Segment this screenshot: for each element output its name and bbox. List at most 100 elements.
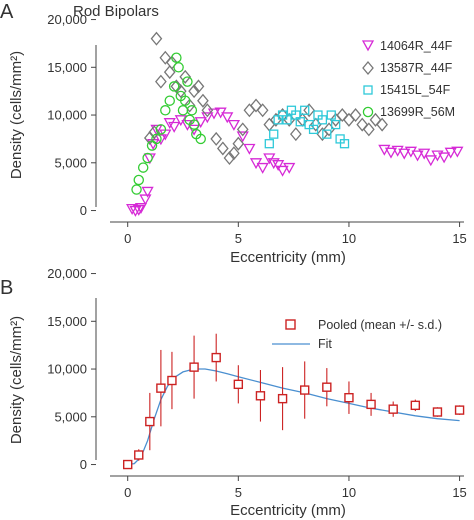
y-tick-label: 10,000 — [47, 108, 87, 123]
data-point — [300, 105, 310, 115]
legend-label: 15415L_54F — [380, 83, 451, 97]
data-point — [369, 112, 382, 127]
data-point — [141, 186, 154, 198]
y-tick-label: 20,000 — [47, 12, 87, 27]
data-point — [243, 103, 256, 118]
legend-label: 14064R_44F — [380, 39, 453, 53]
data-point — [195, 133, 206, 145]
data-point — [182, 76, 193, 87]
data-point — [290, 127, 302, 142]
x-tick-label: 10 — [342, 485, 356, 500]
data-point — [269, 129, 279, 139]
data-point — [432, 407, 443, 417]
data-point — [267, 158, 280, 170]
panel-a-ticks: 0 5 10 15 0 5,000 10,000 15,000 20,000 — [47, 12, 467, 246]
x-tick-label: 10 — [342, 231, 356, 246]
data-point — [154, 134, 167, 146]
panel-b-legend: Pooled (mean +/- s.d.) Fit — [272, 318, 442, 351]
data-point — [207, 108, 221, 120]
data-point — [132, 204, 145, 216]
pooled-point — [156, 349, 166, 427]
square-marker-icon — [363, 85, 373, 95]
data-point — [349, 108, 362, 123]
panel-b-y-axis-label: Density (cells/mm²) — [8, 316, 25, 444]
data-point — [188, 84, 200, 99]
pooled-point — [344, 381, 354, 414]
data-point — [134, 203, 148, 215]
legend-item-13699r-56m: 13699R_56M — [362, 105, 455, 119]
panel-a-legend: 14064R_44F 13587R_44F 15415L_54F 13699R_… — [361, 39, 455, 119]
data-point — [398, 148, 411, 160]
triangle-down-marker-icon — [361, 40, 375, 52]
data-point — [150, 31, 163, 46]
data-point — [171, 52, 182, 63]
data-point — [201, 103, 214, 118]
data-point — [283, 162, 296, 174]
data-point — [137, 162, 149, 173]
panel-a-letter: A — [0, 1, 14, 23]
data-point — [210, 131, 223, 146]
panel-b-x-axis-label: Eccentricity (mm) — [230, 502, 346, 519]
data-point — [126, 203, 139, 215]
data-point — [418, 148, 431, 160]
legend-item-pooled: Pooled (mean +/- s.d.) — [285, 318, 442, 332]
data-point — [322, 382, 332, 392]
data-point — [148, 125, 161, 140]
panel-b-data-points — [122, 333, 465, 470]
data-point — [168, 121, 181, 133]
y-tick-label: 5,000 — [54, 155, 87, 170]
data-point — [134, 450, 144, 460]
data-point — [344, 392, 354, 403]
data-point — [129, 205, 142, 217]
data-point — [388, 404, 398, 414]
square-marker-icon — [285, 319, 296, 330]
fit-curve — [127, 368, 460, 466]
y-tick-label: 10,000 — [47, 362, 87, 377]
data-point — [317, 115, 328, 125]
legend-label: 13699R_56M — [380, 105, 455, 119]
y-tick-label: 15,000 — [47, 314, 87, 329]
data-point — [331, 119, 341, 130]
data-point — [192, 79, 205, 94]
legend-item-15415l-54f: 15415L_54F — [363, 83, 451, 97]
data-point — [122, 459, 133, 470]
data-point — [343, 112, 355, 127]
diamond-marker-icon — [362, 60, 374, 76]
data-point — [444, 147, 457, 159]
pooled-point — [410, 399, 421, 412]
y-tick-label: 0 — [80, 203, 87, 218]
data-point — [363, 122, 375, 137]
panel-b: B Density (cells/mm²) Eccentricity (mm) … — [0, 266, 467, 519]
data-point — [255, 391, 266, 401]
data-point — [150, 124, 163, 136]
data-point — [323, 122, 335, 137]
x-tick-label: 5 — [235, 485, 242, 500]
data-point — [177, 105, 189, 116]
data-point — [155, 124, 167, 135]
data-point — [272, 160, 285, 172]
data-point — [411, 150, 424, 162]
data-point — [167, 375, 177, 386]
data-point — [410, 400, 421, 411]
pooled-point — [145, 392, 155, 451]
panel-a-data-points — [126, 31, 464, 217]
data-point — [142, 152, 153, 164]
data-point — [166, 55, 178, 70]
data-point — [451, 146, 464, 158]
data-point — [189, 362, 199, 372]
pooled-point — [233, 365, 244, 404]
data-point — [250, 98, 262, 113]
data-point — [322, 129, 332, 139]
data-point — [366, 399, 376, 410]
data-point — [155, 74, 167, 89]
data-point — [356, 117, 369, 132]
pooled-point — [122, 459, 133, 470]
data-point — [173, 62, 184, 73]
x-tick-label: 0 — [124, 231, 131, 246]
data-point — [378, 144, 391, 156]
y-tick-label: 5,000 — [54, 409, 87, 424]
data-point — [186, 105, 198, 116]
pooled-point — [322, 368, 332, 407]
legend-item-fit: Fit — [272, 337, 332, 351]
data-point — [232, 136, 245, 151]
